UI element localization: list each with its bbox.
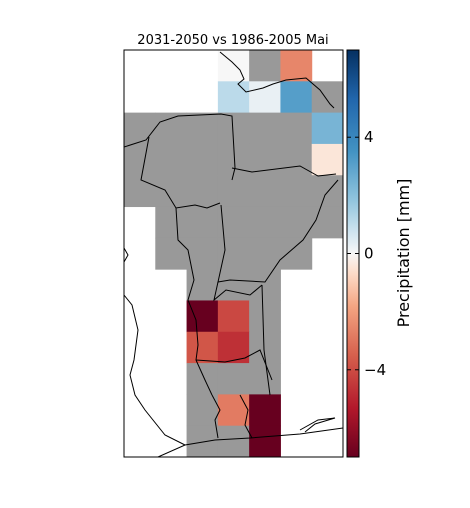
heatmap-cell: [249, 112, 281, 145]
heatmap-cell: [186, 425, 219, 457]
country-border-i: [211, 394, 221, 439]
country-border-c: [231, 165, 337, 177]
heatmap-cell: [249, 363, 281, 395]
heatmap-cell: [311, 112, 343, 145]
heatmap-cell: [124, 112, 156, 145]
heatmap-cell: [249, 269, 281, 301]
heatmap-cell: [249, 175, 281, 208]
coastline-north: [219, 51, 335, 109]
colorbar-tick-label: 0: [364, 245, 374, 263]
heatmap-cell: [249, 81, 281, 114]
heatmap-cell: [311, 81, 343, 114]
heatmap-cell: [280, 206, 313, 239]
heatmap-cell: [311, 143, 343, 176]
colorbar-tick-label: −4: [364, 361, 386, 379]
coastline-west: [124, 247, 186, 446]
coastline-south: [157, 427, 343, 457]
heatmap-cell: [217, 363, 250, 395]
heatmap-cell: [186, 175, 219, 208]
heatmap-cell: [217, 269, 250, 301]
country-border-h: [195, 349, 273, 381]
heatmap-cell: [249, 394, 281, 427]
heatmap-cell: [186, 237, 219, 270]
country-border-j: [239, 394, 253, 439]
heatmap-cell: [249, 237, 281, 270]
country-border-f: [213, 281, 263, 302]
heatmap-cell: [124, 143, 156, 176]
heatmap-cell: [217, 300, 250, 333]
heatmap-cell: [124, 175, 156, 208]
heatmap-cell: [280, 237, 313, 270]
heatmap-cell: [249, 50, 281, 82]
heatmap-cell: [186, 112, 219, 145]
heatmap-cell: [217, 331, 250, 364]
colorbar-tick-label: 4: [364, 128, 374, 146]
heatmap-cell: [155, 143, 188, 176]
heatmap-cell: [155, 112, 188, 145]
colorbar-label: Precipitation [mm]: [394, 179, 413, 328]
heatmap-cell: [280, 143, 313, 176]
heatmap-cell: [186, 206, 219, 239]
plot-frame: [123, 49, 344, 458]
heatmap-cell: [186, 143, 219, 176]
coastlines: [124, 51, 343, 457]
heatmap-cell: [217, 237, 250, 270]
heatmap-cell: [186, 331, 219, 364]
heatmap-cell: [249, 206, 281, 239]
heatmap-cell: [217, 50, 250, 82]
heatmap-cell: [249, 300, 281, 333]
heatmap-cell: [280, 50, 313, 82]
heatmap-cell: [280, 112, 313, 145]
heatmap-cell: [249, 143, 281, 176]
heatmap-cell: [155, 175, 188, 208]
heatmap-cell: [217, 175, 250, 208]
chart-title: 2031-2050 vs 1986-2005 Mai: [137, 33, 328, 48]
heatmap-cell: [186, 300, 219, 333]
heatmap-cell: [280, 175, 313, 208]
heatmap-cell: [186, 269, 219, 301]
heatmap-cell: [186, 363, 219, 395]
coastline-southeast: [299, 417, 336, 433]
heatmap-cell: [311, 175, 343, 208]
heatmap-cell: [311, 206, 343, 239]
heatmap-cell: [217, 425, 250, 457]
heatmap-cell: [155, 206, 188, 239]
country-border-a: [124, 113, 236, 181]
heatmap-cell: [186, 394, 219, 427]
country-border-d: [217, 179, 339, 283]
heatmap-cell: [217, 81, 250, 114]
heatmap-cells: [124, 50, 343, 457]
heatmap-cell: [217, 394, 250, 427]
heatmap-cell: [249, 425, 281, 457]
country-border-e: [175, 207, 213, 396]
heatmap-cell: [155, 237, 188, 270]
heatmap-cell: [280, 81, 313, 114]
colorbar-ticks: 4 0 −4: [347, 128, 386, 379]
